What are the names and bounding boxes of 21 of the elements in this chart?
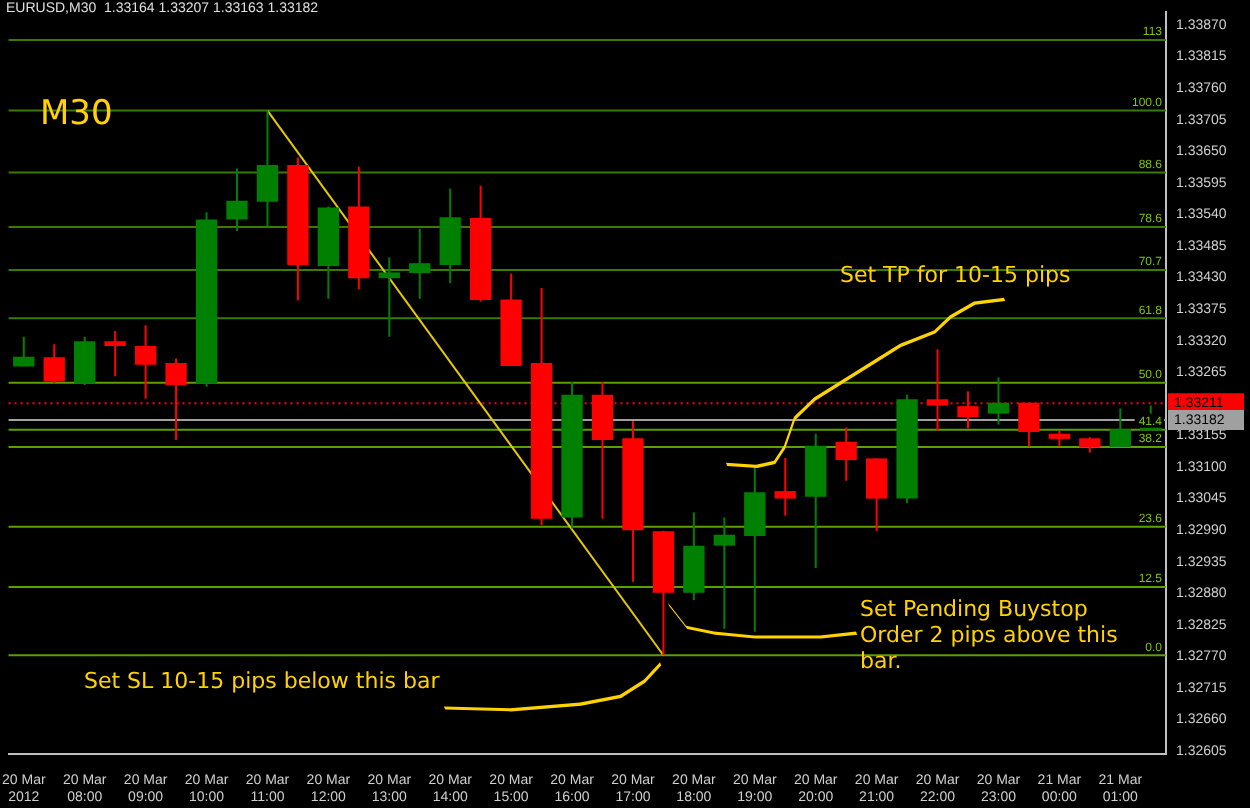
candlestick: [439, 187, 461, 285]
candlestick: [43, 343, 65, 385]
candlestick: [378, 256, 400, 338]
candlestick: [1109, 407, 1131, 448]
annotation: M30: [40, 94, 113, 136]
candlestick: [226, 167, 248, 233]
candlestick: [256, 109, 279, 229]
candlestick: [683, 511, 705, 602]
candlestick: [987, 376, 1010, 426]
candlestick: [134, 324, 157, 400]
candlestick: [774, 456, 796, 517]
candlestick: [13, 335, 35, 368]
annotation: Set TP for 10-15 pips: [840, 262, 1071, 291]
candlestick: [744, 464, 766, 633]
candlestick: [835, 426, 857, 482]
candlestick: [104, 329, 126, 378]
annotation: Set SL 10-15 pips below this bar: [84, 667, 440, 695]
candlestick: [713, 516, 736, 630]
candlestick: [74, 335, 96, 386]
candlestick: [409, 227, 431, 300]
candlestick: [865, 457, 888, 533]
